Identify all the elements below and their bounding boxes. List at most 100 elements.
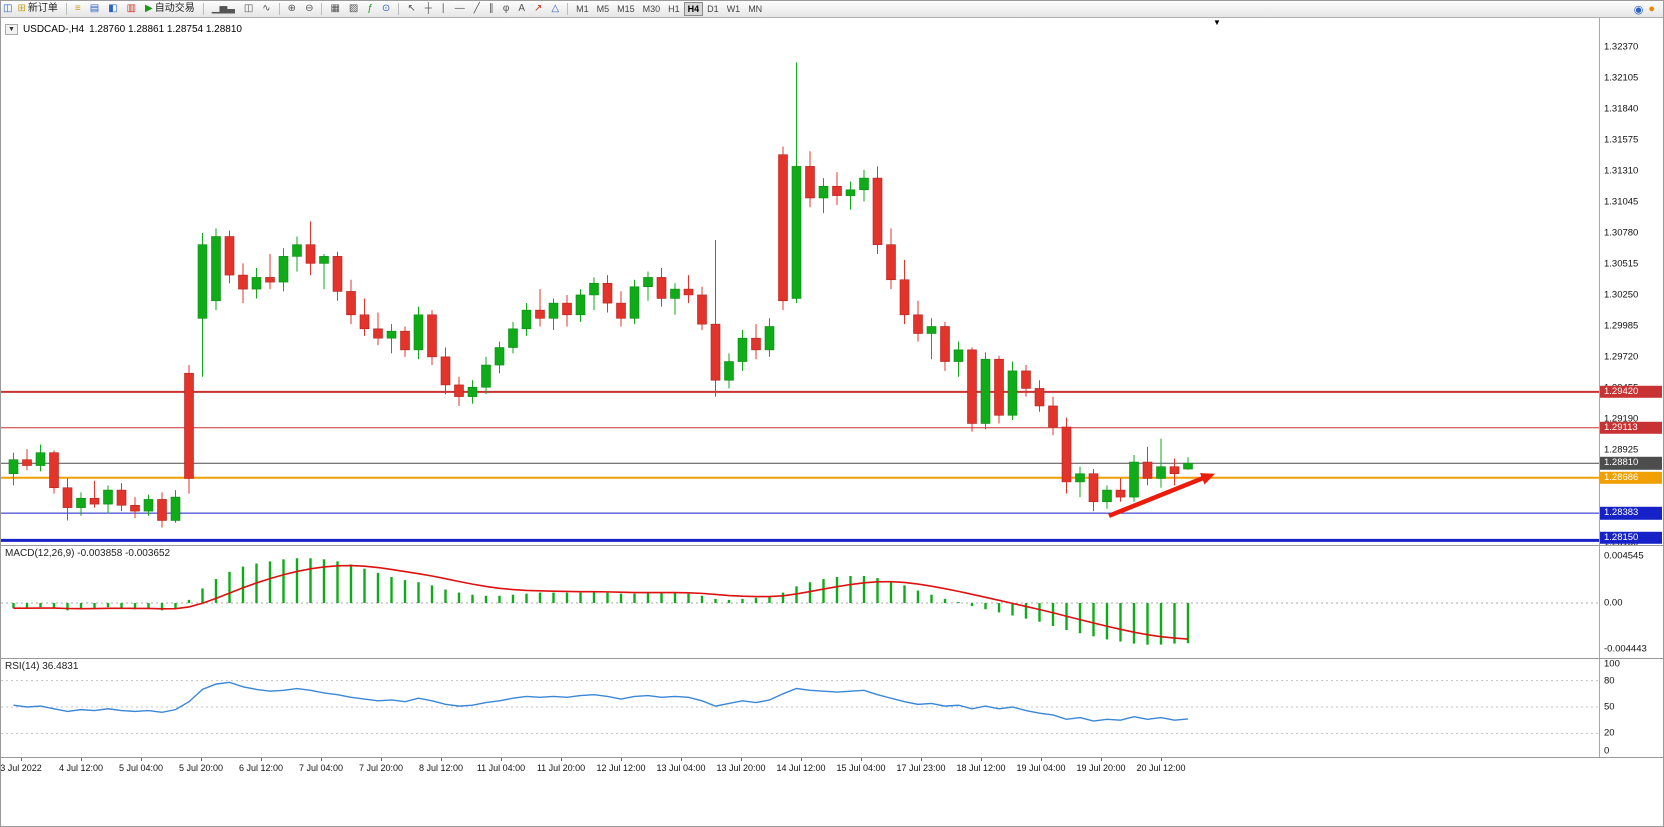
crosshair-icon: ┼ <box>424 3 432 14</box>
time-axis[interactable]: 3 Jul 2022 4 Jul 12:00 5 Jul 04:00 5 Jul 20… <box>1 757 1663 778</box>
crosshair-button[interactable]: ┼ <box>421 2 436 17</box>
bottom-spacer <box>1 778 1663 826</box>
timeframe-button-m1[interactable]: M1 <box>572 2 593 16</box>
trendline-icon: ╱ <box>473 3 480 14</box>
periods-button[interactable]: ⊙ <box>378 2 394 17</box>
price-tick-label: 1.30250 <box>1604 289 1639 301</box>
macd-panel[interactable]: MACD(12,26,9) -0.003858 -0.003652 0.0045… <box>1 545 1663 658</box>
autotrading-play-icon: ▶ <box>145 3 153 14</box>
fibonacci-button[interactable]: φ <box>499 2 513 17</box>
rsi-scale-label: 50 <box>1604 701 1615 713</box>
candlestick-chart-button[interactable]: ◫ <box>240 2 257 17</box>
time-tick-mark <box>801 758 802 761</box>
main-chart-panel[interactable]: ▼ USDCAD-,H4 1.28760 1.28861 1.28754 1.2… <box>1 18 1663 545</box>
time-tick-mark <box>1161 758 1162 761</box>
price-tick-label: 1.29190 <box>1604 413 1639 425</box>
trendline-button[interactable]: ╱ <box>470 2 484 17</box>
time-axis-label: 7 Jul 20:00 <box>358 763 404 773</box>
notification-icon[interactable]: ● <box>1648 3 1655 15</box>
new-order-button[interactable]: ⊞ 新订单 <box>13 2 61 17</box>
macd-label: MACD(12,26,9) -0.003858 -0.003652 <box>5 548 171 559</box>
timeframe-button-h1[interactable]: H1 <box>664 2 684 16</box>
channel-icon: ∥ <box>488 3 494 14</box>
zoom-out-button[interactable]: ⊖ <box>301 2 317 17</box>
rsi-scale-label: 0 <box>1604 745 1610 757</box>
price-tick-label: 1.29985 <box>1604 320 1639 332</box>
zoom-in-icon: ⊕ <box>287 3 297 14</box>
terminal-button[interactable]: ▥ <box>123 2 140 17</box>
bar-chart-button[interactable]: ▁▅▃ <box>208 2 239 17</box>
toolbar-right-group: ◉ ● <box>1634 3 1661 16</box>
bar-chart-icon: ▁▅▃ <box>211 3 235 14</box>
terminal-icon: ▥ <box>126 3 137 14</box>
time-tick-mark <box>921 758 922 761</box>
price-tick-label: 1.31575 <box>1604 134 1639 146</box>
macd-scale-label: 0.004545 <box>1604 550 1644 562</box>
time-axis-label: 3 Jul 2022 <box>1 763 42 773</box>
help-icon[interactable]: ◉ <box>1633 3 1644 16</box>
cursor-button[interactable]: ↖ <box>403 2 419 17</box>
horizontal-line-button[interactable]: ― <box>451 2 469 17</box>
rsi-line <box>13 681 1189 722</box>
time-tick-mark <box>981 758 982 761</box>
price-tick-label: 1.28925 <box>1604 444 1639 456</box>
rsi-scale-axis[interactable]: 100 80 50 20 0 <box>1599 659 1663 757</box>
time-tick-mark <box>1041 758 1042 761</box>
time-axis-label: 19 Jul 20:00 <box>1076 763 1126 773</box>
data-window-button[interactable]: ▤ <box>86 2 103 17</box>
navigator-button[interactable]: ◧ <box>104 2 121 17</box>
text-button[interactable]: A <box>514 2 529 17</box>
autotrading-label: 自动交易 <box>154 3 195 14</box>
price-badge: 1.29420 <box>1600 385 1662 399</box>
rsi-scale-label: 20 <box>1604 727 1615 739</box>
time-tick-mark <box>381 758 382 761</box>
price-badge: 1.29113 <box>1600 421 1662 435</box>
timeframe-button-m30[interactable]: M30 <box>639 2 665 16</box>
templates-button[interactable]: ▨ <box>345 2 362 17</box>
timeframe-button-m15[interactable]: M15 <box>613 2 639 16</box>
toolbar: ◫ ⊞ 新订单 ≡ ▤ ◧ ▥ ▶ 自动交易 ▁▅▃ ◫ ∿ ⊕ ⊖ ▦ ▨ ƒ… <box>1 1 1663 18</box>
chart-shift-marker-icon[interactable]: ▼ <box>1213 18 1221 27</box>
rsi-chart <box>1 680 1601 734</box>
macd-scale-axis[interactable]: 0.004545 0.00 -0.004443 <box>1599 546 1663 658</box>
arrows-button[interactable]: ↗ <box>530 2 546 17</box>
zoom-in-button[interactable]: ⊕ <box>284 2 300 17</box>
time-tick-mark <box>681 758 682 761</box>
tile-windows-button[interactable]: ▦ <box>326 2 343 17</box>
timeframe-button-h4[interactable]: H4 <box>683 2 704 16</box>
fibonacci-icon: φ <box>502 3 510 14</box>
toolbar-separator <box>65 3 67 15</box>
channel-button[interactable]: ∥ <box>485 2 498 17</box>
toolbar-separator <box>567 3 569 15</box>
time-tick-mark <box>501 758 502 761</box>
navigator-icon: ◧ <box>108 3 118 14</box>
autotrading-button[interactable]: ▶ 自动交易 <box>141 2 199 17</box>
symbol-dropdown-icon[interactable]: ▼ <box>5 24 18 35</box>
rsi-panel[interactable]: RSI(14) 36.4831 100 80 50 20 0 <box>1 658 1663 757</box>
timeframe-button-mn[interactable]: MN <box>744 2 766 16</box>
line-chart-button[interactable]: ∿ <box>258 2 274 17</box>
time-tick-mark <box>261 758 262 761</box>
shapes-button[interactable]: △ <box>547 2 563 17</box>
macd-signal-line <box>13 564 1189 640</box>
time-tick-mark <box>21 758 22 761</box>
toolbar-separator <box>398 3 400 15</box>
candlestick-chart[interactable] <box>1 18 1601 545</box>
app-icon: ◫ <box>3 3 13 14</box>
vertical-line-button[interactable]: ∣ <box>437 2 450 17</box>
market-watch-button[interactable]: ≡ <box>71 2 85 17</box>
toolbar-separator <box>202 3 204 15</box>
timeframe-button-d1[interactable]: D1 <box>703 2 723 16</box>
price-tick-label: 1.31045 <box>1604 196 1639 208</box>
indicators-button[interactable]: ƒ <box>363 2 377 17</box>
symbol-period-label: USDCAD-,H4 <box>22 24 85 35</box>
indicators-icon: ƒ <box>367 3 373 14</box>
time-axis-label: 19 Jul 04:00 <box>1016 763 1066 773</box>
price-tick-label: 1.30515 <box>1604 258 1639 270</box>
data-window-icon: ▤ <box>89 3 100 14</box>
price-axis[interactable]: 1.32370 1.32105 1.31840 1.31575 1.31310 1.310… <box>1599 18 1663 545</box>
timeframe-button-w1[interactable]: W1 <box>723 2 745 16</box>
time-axis-label: 6 Jul 12:00 <box>238 763 284 773</box>
timeframe-button-m5[interactable]: M5 <box>593 2 614 16</box>
